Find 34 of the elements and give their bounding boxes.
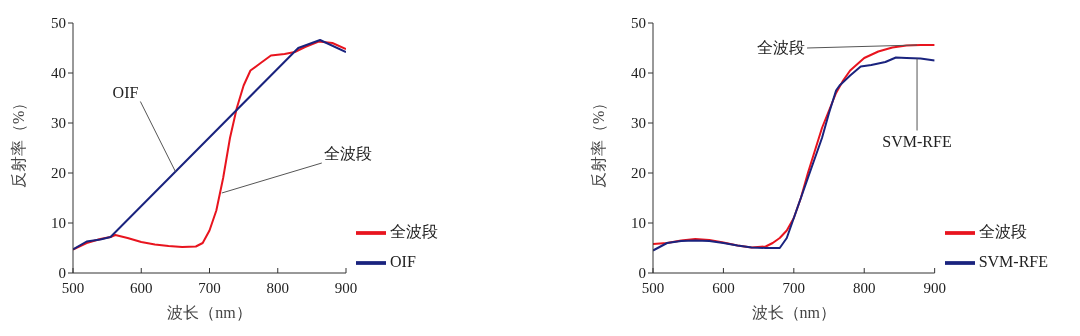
annotation: SVM-RFE (882, 132, 952, 150)
y-tick-label: 30 (51, 115, 66, 132)
y-tick-label: 50 (631, 15, 646, 32)
x-tick-label: 600 (130, 279, 153, 296)
x-axis-title: 波长（nm） (167, 304, 252, 321)
y-tick-label: 40 (51, 65, 66, 82)
x-tick-label: 900 (334, 279, 358, 296)
x-axis-title: 波长（nm） (751, 304, 837, 321)
y-tick-label: 40 (631, 65, 646, 82)
y-axis-title: 反射率（%） (9, 94, 27, 188)
y-tick-label: 10 (631, 215, 646, 232)
annotation: 全波段 (757, 39, 806, 56)
x-tick-label: 800 (852, 279, 876, 296)
x-tick-label: 900 (923, 279, 946, 296)
x-tick-label: 700 (198, 279, 221, 296)
x-tick-label: 600 (712, 279, 735, 296)
y-tick-label: 20 (631, 165, 646, 182)
legend-label: 全波段 (978, 222, 1027, 240)
legend-label: SVM-RFE (978, 252, 1048, 270)
x-tick-label: 800 (266, 279, 289, 296)
legend-label: 全波段 (390, 222, 438, 240)
y-tick-label: 50 (51, 15, 66, 32)
x-tick-label: 500 (61, 279, 85, 296)
annotation: OIF (112, 83, 139, 101)
y-tick-label: 0 (58, 265, 66, 282)
x-tick-label: 700 (782, 279, 806, 296)
y-tick-label: 0 (638, 265, 646, 282)
y-axis-title: 反射率（%） (589, 94, 607, 188)
y-tick-label: 10 (51, 215, 66, 232)
x-tick-label: 500 (641, 279, 665, 296)
legend-label: OIF (390, 252, 416, 270)
y-tick-label: 20 (51, 165, 66, 182)
y-tick-label: 30 (631, 115, 646, 132)
annotation: 全波段 (323, 145, 372, 162)
